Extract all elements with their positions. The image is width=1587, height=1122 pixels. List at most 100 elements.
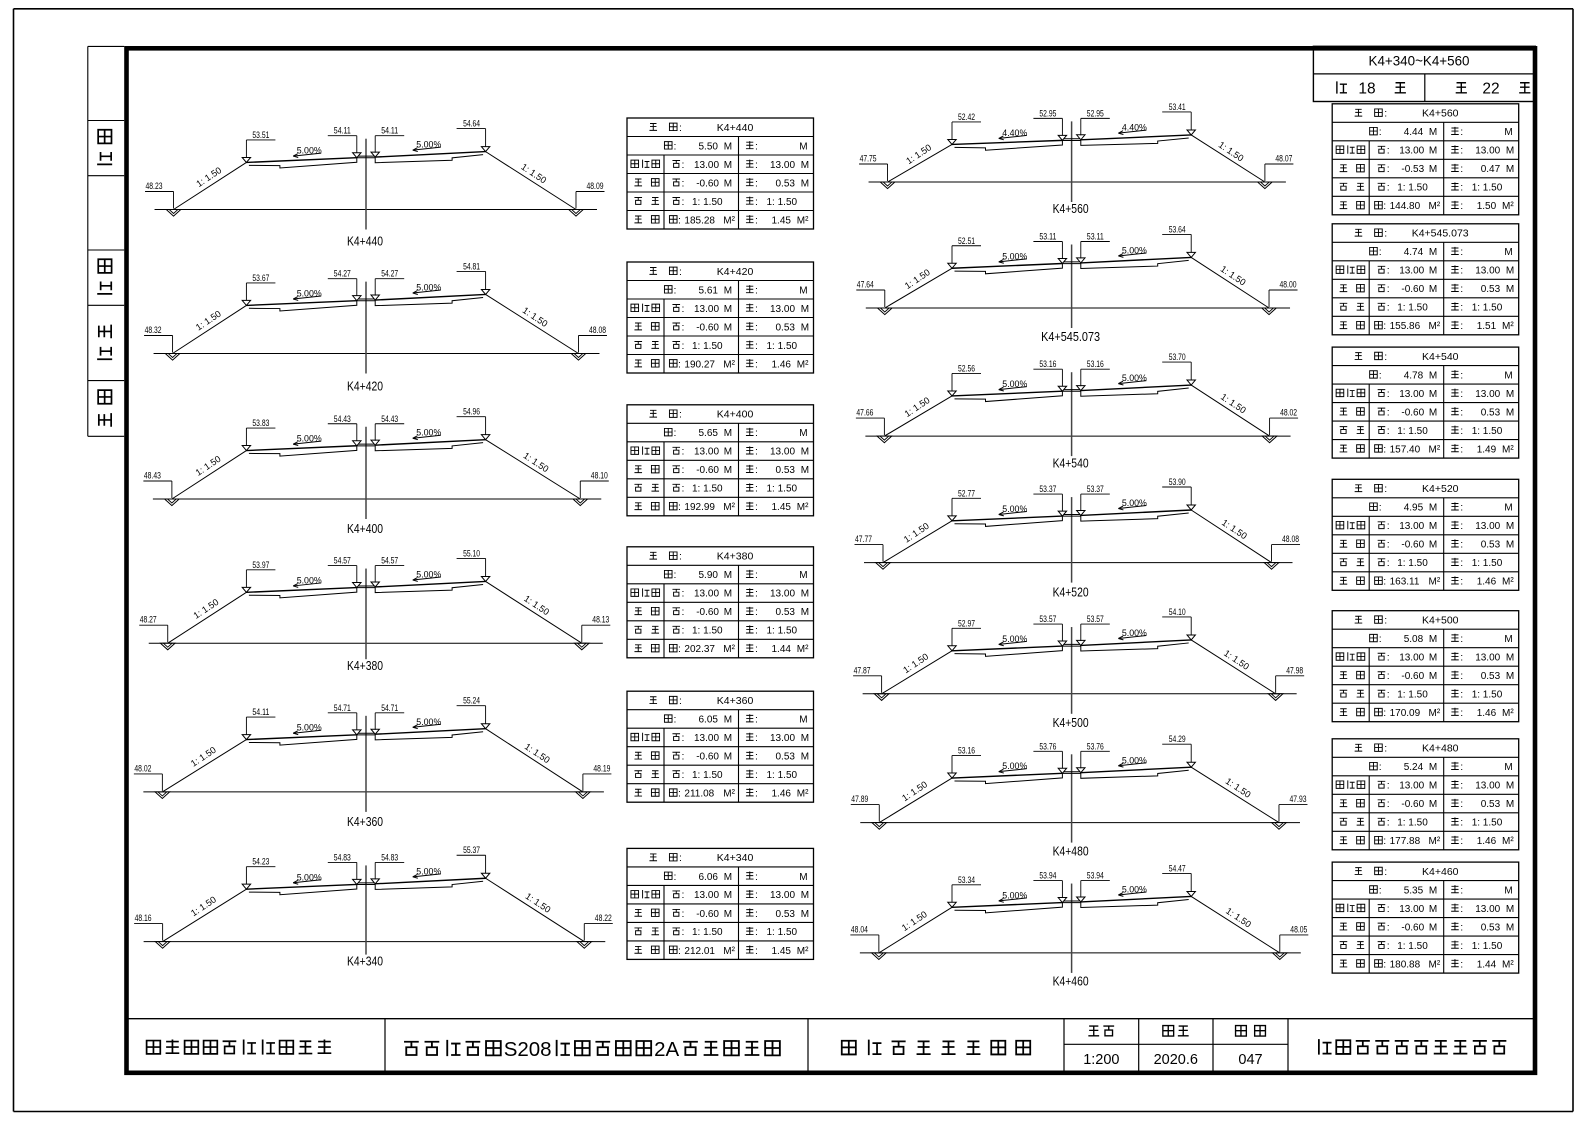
svg-text:M: M [801,465,809,476]
svg-text:M: M [1506,904,1514,915]
svg-text:1: 1.50: 1: 1.50 [1397,690,1428,701]
svg-text::: : [1379,633,1382,645]
svg-text:-0.53: -0.53 [1401,164,1424,175]
svg-text:M²: M² [797,644,809,655]
svg-text:K4+540: K4+540 [1053,457,1089,471]
svg-text:M: M [801,589,809,600]
svg-text:M: M [724,715,732,726]
svg-text:53.16: 53.16 [958,746,975,756]
svg-text:13.00: 13.00 [694,160,719,171]
svg-text:13.00: 13.00 [1399,653,1424,664]
svg-text:M: M [801,304,809,315]
svg-text:5.90: 5.90 [699,570,719,581]
svg-text:47.87: 47.87 [854,665,871,675]
svg-text::: : [1460,761,1463,773]
svg-text:13.00: 13.00 [1475,146,1500,157]
svg-text:1: 1.50: 1: 1.50 [904,142,933,166]
svg-text::: : [682,606,685,618]
svg-text:1:200: 1:200 [1083,1052,1119,1068]
svg-text::: : [755,732,758,744]
svg-text:53.37: 53.37 [1039,484,1056,494]
svg-text:M²: M² [723,644,735,655]
svg-text:1.46: 1.46 [772,789,792,800]
svg-text:M: M [1504,762,1512,773]
svg-text::: : [1379,246,1382,258]
svg-text:5.00%: 5.00% [416,283,441,293]
svg-text:192.99: 192.99 [684,502,715,513]
svg-text:53.76: 53.76 [1087,741,1104,751]
svg-text::: : [1460,320,1463,332]
svg-text:5.61: 5.61 [699,285,719,296]
svg-text:M²: M² [1502,201,1514,212]
svg-text::: : [1460,689,1463,701]
svg-text:K4+360: K4+360 [717,695,754,707]
svg-text:185.28: 185.28 [684,215,715,226]
svg-text::: : [1460,145,1463,157]
svg-text:M: M [801,909,809,920]
svg-text:1: 1.50: 1: 1.50 [1472,303,1503,314]
svg-text::: : [1379,370,1382,382]
svg-text:1.46: 1.46 [1477,708,1497,719]
svg-text:M²: M² [723,502,735,513]
svg-text:1: 1.50: 1: 1.50 [1397,303,1428,314]
svg-text::: : [1387,539,1390,551]
svg-text::: : [1387,922,1390,934]
svg-text:13.00: 13.00 [694,890,719,901]
svg-text::: : [755,751,758,763]
svg-text::: : [755,588,758,600]
svg-text::: : [1387,283,1390,295]
svg-text:1: 1.50: 1: 1.50 [192,597,221,621]
svg-text:47.75: 47.75 [860,154,877,164]
svg-text:13.00: 13.00 [1399,904,1424,915]
svg-text:K4+500: K4+500 [1053,716,1089,730]
svg-text:1: 1.50: 1: 1.50 [194,165,223,189]
svg-text:M²: M² [1429,960,1441,971]
svg-text:5.00%: 5.00% [297,146,322,156]
svg-text:-0.60: -0.60 [1401,799,1424,810]
svg-text:M²: M² [797,359,809,370]
svg-text:5.24: 5.24 [1404,762,1424,773]
svg-text::: : [679,852,682,864]
svg-text:1: 1.50: 1: 1.50 [194,454,223,478]
svg-text:13.00: 13.00 [770,733,795,744]
svg-text:1.50: 1.50 [1477,201,1497,212]
svg-text::: : [1379,126,1382,138]
svg-text:K4+420: K4+420 [717,266,754,278]
svg-text::: : [682,446,685,458]
svg-text:1: 1.50: 1: 1.50 [189,745,218,769]
svg-text:0.53: 0.53 [776,178,796,189]
svg-text:0.53: 0.53 [776,607,796,618]
svg-text:13.00: 13.00 [770,890,795,901]
svg-text:52.97: 52.97 [958,618,975,628]
svg-text:48.09: 48.09 [587,181,604,191]
svg-text:5.00%: 5.00% [1122,755,1147,765]
svg-text::: : [1460,959,1463,971]
svg-text:M: M [1429,653,1437,664]
svg-text:1: 1.50: 1: 1.50 [189,894,218,918]
svg-text:-0.60: -0.60 [696,752,719,763]
svg-text:M: M [724,285,732,296]
svg-text:M: M [1504,127,1512,138]
svg-text:52.95: 52.95 [1087,108,1104,118]
svg-text:1: 1.50: 1: 1.50 [767,927,798,938]
svg-text::: : [1460,265,1463,277]
svg-text:53.70: 53.70 [1169,352,1186,362]
svg-text::: : [682,340,685,352]
svg-text:1: 1.50: 1: 1.50 [900,779,929,803]
svg-text:48.10: 48.10 [591,471,608,481]
svg-text:M: M [1429,389,1437,400]
svg-text::: : [1460,283,1463,295]
svg-text::: : [682,625,685,637]
svg-text:M: M [1506,781,1514,792]
svg-text:52.56: 52.56 [958,364,975,374]
svg-text:48.08: 48.08 [589,325,606,335]
svg-text::: : [1384,108,1387,120]
svg-text:2A: 2A [654,1038,679,1061]
svg-text:190.27: 190.27 [684,359,715,370]
svg-text:K4+545.073: K4+545.073 [1041,330,1100,344]
svg-text:47.64: 47.64 [857,280,874,290]
svg-text:M: M [1429,521,1437,532]
svg-text::: : [1379,885,1382,897]
svg-text:M: M [724,465,732,476]
svg-text:1.45: 1.45 [772,502,792,513]
